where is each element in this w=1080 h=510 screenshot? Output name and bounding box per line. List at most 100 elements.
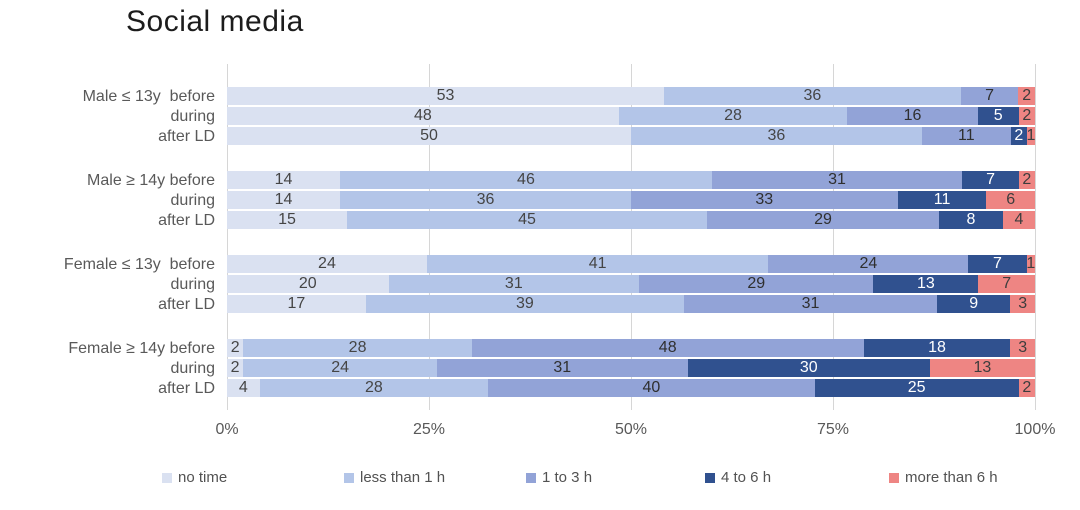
bar-row: 14 36 33 11 6	[227, 191, 1035, 209]
bar-segment: 9	[937, 295, 1011, 313]
gridline	[630, 64, 632, 410]
legend-swatch	[889, 472, 899, 483]
segment-value-label: 53	[436, 87, 455, 104]
row-label: after LD	[158, 128, 215, 145]
bar-segment: 31	[684, 295, 938, 313]
bar-segment: 36	[631, 127, 922, 145]
segment-value-label: 24	[318, 255, 336, 272]
segment-value-label: 14	[274, 171, 293, 188]
bar-segment: 48	[227, 107, 619, 125]
bar-segment: 39	[365, 295, 685, 313]
legend-item: 4 to 6 h	[705, 469, 771, 486]
segment-value-label: 13	[973, 359, 992, 376]
bar-segment: 28	[243, 339, 472, 357]
segment-value-label: 4	[1014, 211, 1024, 228]
bar-segment: 13	[929, 359, 1035, 377]
bar-segment: 36	[663, 87, 961, 105]
bar-segment: 50	[227, 127, 631, 145]
segment-value-label: 14	[274, 191, 293, 208]
segment-value-label: 18	[928, 339, 946, 356]
bar-segment: 11	[897, 191, 987, 209]
segment-value-label: 30	[799, 359, 818, 376]
bar-segment: 2	[227, 359, 244, 377]
bar-segment: 5	[977, 107, 1019, 125]
legend-swatch	[344, 472, 354, 483]
bar-segment: 1	[1027, 127, 1035, 145]
segment-value-label: 1	[1026, 255, 1036, 272]
bar-segment: 29	[707, 211, 939, 229]
segment-value-label: 24	[331, 359, 349, 376]
segment-value-label: 20	[298, 275, 317, 292]
bar-segment: 28	[259, 379, 489, 397]
bar-segment: 53	[227, 87, 664, 105]
segment-value-label: 2	[1022, 171, 1032, 188]
segment-value-label: 5	[993, 107, 1003, 124]
bar-segment: 25	[814, 379, 1019, 397]
x-axis-tick-label: 75%	[816, 421, 850, 438]
segment-value-label: 7	[986, 171, 995, 188]
bar-segment: 6	[986, 191, 1035, 209]
legend-item: 1 to 3 h	[526, 469, 592, 486]
bar-row: 50 36 11 2 1	[227, 127, 1035, 145]
legend-swatch	[162, 472, 172, 483]
row-label: Female ≤ 13y before	[63, 256, 215, 273]
segment-value-label: 7	[1002, 275, 1012, 292]
segment-value-label: 28	[365, 379, 383, 396]
legend-label: less than 1 h	[360, 469, 446, 486]
bar-segment: 2	[1018, 87, 1035, 105]
x-axis-tick-label: 0%	[215, 421, 239, 438]
segment-value-label: 2	[1022, 87, 1032, 104]
x-axis-tick-label: 25%	[412, 421, 446, 438]
segment-value-label: 46	[517, 171, 535, 188]
bar-segment: 2	[227, 339, 244, 357]
bar-segment: 36	[340, 191, 631, 209]
bar-segment: 31	[437, 359, 688, 377]
bar-segment: 14	[227, 171, 341, 189]
bar-segment: 2	[1018, 379, 1035, 397]
segment-value-label: 31	[801, 295, 820, 312]
bar-segment: 7	[962, 171, 1019, 189]
segment-value-label: 3	[1018, 295, 1028, 312]
bar-segment: 20	[227, 275, 389, 293]
bar-segment: 3	[1010, 295, 1035, 313]
segment-value-label: 25	[907, 379, 926, 396]
bar-segment: 4	[1003, 211, 1035, 229]
segment-value-label: 9	[969, 295, 979, 312]
segment-value-label: 17	[287, 295, 306, 312]
segment-value-label: 3	[1018, 339, 1028, 356]
segment-value-label: 24	[859, 255, 878, 272]
segment-value-label: 48	[658, 339, 677, 356]
segment-value-label: 31	[553, 359, 572, 376]
bar-segment: 1	[1026, 255, 1036, 273]
bar-segment: 24	[768, 255, 969, 273]
row-label: Male ≥ 14y before	[87, 172, 215, 189]
bar-row: 14 46 31 7 2	[227, 171, 1035, 189]
bar-segment: 31	[711, 171, 963, 189]
bar-segment: 33	[630, 191, 898, 209]
bar-segment: 7	[978, 275, 1035, 293]
row-label: during	[170, 276, 215, 293]
segment-value-label: 29	[747, 275, 766, 292]
segment-value-label: 2	[1022, 379, 1032, 396]
row-label: during	[170, 192, 215, 209]
segment-value-label: 50	[420, 127, 438, 144]
row-label: after LD	[158, 212, 215, 229]
bar-segment: 2	[1018, 107, 1035, 125]
legend-item: no time	[162, 469, 227, 486]
bar-segment: 8	[939, 211, 1003, 229]
bar-segment: 41	[426, 255, 769, 273]
legend-label: no time	[178, 469, 228, 486]
bar-segment: 30	[687, 359, 930, 377]
segment-value-label: 36	[476, 191, 495, 208]
segment-value-label: 11	[933, 191, 951, 208]
gridline	[1034, 64, 1036, 410]
bar-row: 2 28 48 18 3	[227, 339, 1035, 357]
segment-value-label: 36	[767, 127, 786, 144]
plot-area: 53 36 7 2 48 28 16 5 2 50 36 11 2 1 14 46 31 7 2 14 36 33 11 6 1…	[226, 64, 1036, 410]
bar-segment: 3	[1010, 339, 1035, 357]
bar-row: 4 28 40 25 2	[227, 379, 1035, 397]
segment-value-label: 7	[993, 255, 1002, 272]
chart-title: Social media	[126, 5, 304, 38]
